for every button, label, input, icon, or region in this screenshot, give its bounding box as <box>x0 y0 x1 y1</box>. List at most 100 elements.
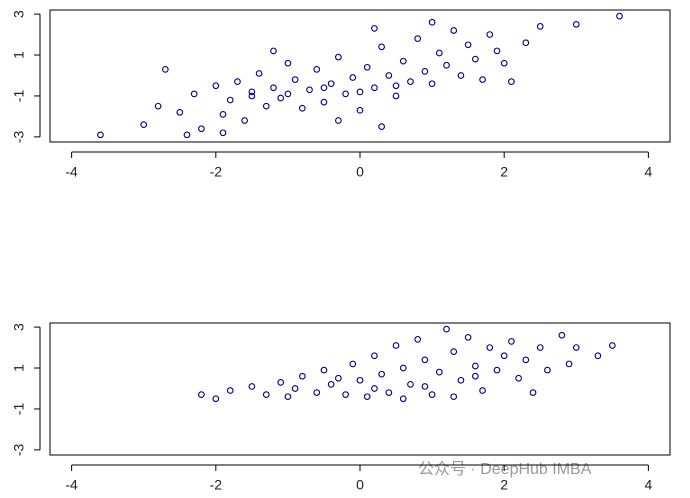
point <box>161 65 169 73</box>
point <box>198 391 205 398</box>
point <box>572 20 580 28</box>
point <box>183 131 191 139</box>
point <box>363 63 371 71</box>
point <box>450 393 458 401</box>
point <box>392 342 400 349</box>
point <box>277 94 285 102</box>
point <box>327 80 335 88</box>
point <box>320 98 328 106</box>
point <box>428 80 436 88</box>
y-tick-label: -1 <box>11 90 27 103</box>
y-tick-label: -3 <box>11 443 27 456</box>
point <box>335 117 342 124</box>
point <box>335 374 342 382</box>
point <box>371 25 378 32</box>
point <box>270 47 277 55</box>
point <box>471 362 479 370</box>
point <box>140 121 148 128</box>
x-tick-label: -4 <box>65 164 78 180</box>
point <box>349 360 357 368</box>
x-tick-label: 0 <box>356 477 364 493</box>
x-tick-label: 0 <box>356 164 364 180</box>
x-tick-label: 2 <box>500 164 508 180</box>
point <box>284 59 292 67</box>
point <box>320 366 328 374</box>
point <box>399 57 407 65</box>
point <box>234 78 241 85</box>
point <box>457 72 465 79</box>
point <box>421 68 429 75</box>
point <box>443 325 450 333</box>
point <box>544 366 551 374</box>
point <box>291 385 299 392</box>
point <box>464 333 472 341</box>
y-tick-label: -1 <box>11 403 27 416</box>
point <box>241 117 249 124</box>
point <box>248 88 256 96</box>
point <box>471 55 479 63</box>
y-tick-label: 1 <box>11 364 27 372</box>
x-tick-label: 4 <box>644 477 652 493</box>
point <box>414 336 422 343</box>
plot-box <box>49 9 671 143</box>
y-tick-label: -3 <box>11 130 27 143</box>
point <box>414 35 422 43</box>
x-tick-label: -4 <box>65 477 78 493</box>
point <box>508 338 515 345</box>
point <box>486 344 494 351</box>
point <box>616 12 623 20</box>
x-tick-label: 4 <box>644 164 652 180</box>
point <box>435 368 443 376</box>
point <box>291 76 299 83</box>
point <box>378 370 385 378</box>
point <box>428 18 436 26</box>
point <box>154 102 162 110</box>
point <box>335 53 342 61</box>
point <box>298 372 306 380</box>
point <box>443 61 450 69</box>
point <box>262 391 270 398</box>
point <box>313 389 321 396</box>
point <box>428 391 436 398</box>
point <box>500 59 508 67</box>
point <box>198 125 205 133</box>
point <box>385 72 393 79</box>
point <box>500 352 508 360</box>
point <box>327 381 335 388</box>
point <box>284 90 292 98</box>
point <box>508 78 515 85</box>
point <box>392 92 400 100</box>
point <box>594 352 602 360</box>
y-tick-label: 3 <box>11 10 27 18</box>
point <box>435 49 443 57</box>
point <box>356 376 364 384</box>
point <box>399 395 407 403</box>
point <box>226 96 234 104</box>
point <box>212 82 220 90</box>
point <box>349 74 357 81</box>
point <box>342 90 349 98</box>
point <box>248 92 256 100</box>
point <box>356 88 364 96</box>
point <box>421 383 429 390</box>
x-tick-label: -2 <box>210 477 223 493</box>
point <box>407 381 414 388</box>
plot-box <box>49 322 671 456</box>
point <box>608 342 616 349</box>
point <box>342 391 349 398</box>
point <box>363 393 371 401</box>
point <box>471 372 479 380</box>
point <box>248 383 256 390</box>
point <box>522 356 530 364</box>
point <box>522 39 530 47</box>
point <box>486 31 494 38</box>
point <box>378 43 385 51</box>
point <box>421 356 429 364</box>
point <box>190 90 198 98</box>
point <box>450 348 458 356</box>
point <box>493 366 501 374</box>
point <box>262 102 270 110</box>
point <box>255 70 263 77</box>
point <box>457 376 465 384</box>
